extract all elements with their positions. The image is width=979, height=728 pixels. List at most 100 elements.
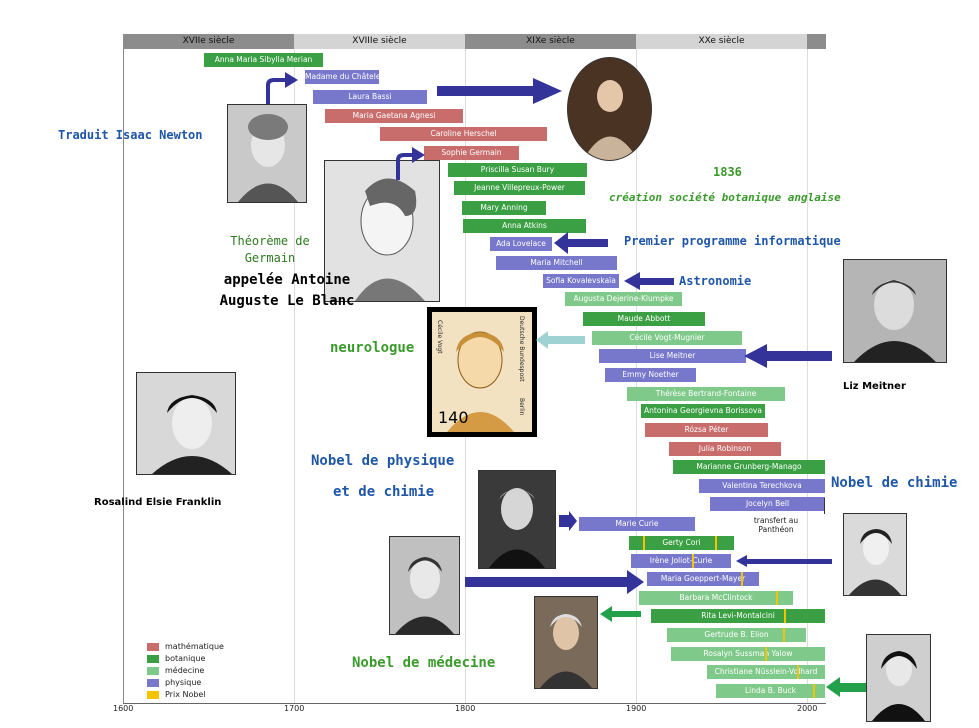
bar-merian: Anna Maria Sibylla Merian	[204, 53, 323, 67]
tick-2000: 2000	[797, 704, 818, 713]
bar-atkins: Anna Atkins	[463, 219, 586, 233]
legend-swatch-botanique	[147, 654, 159, 663]
nobel-marker-cori	[715, 536, 717, 550]
arrow-curie-head	[569, 511, 577, 531]
note-appelee-leblanc: appelée Antoine Auguste Le Blanc	[219, 272, 355, 309]
stamp-name: Cécile Vogt	[436, 320, 443, 354]
note-astronomie: Astronomie	[679, 274, 752, 288]
stamp-value: 140	[438, 408, 469, 427]
arrow-buck-head	[826, 677, 840, 697]
nobel-marker-goeppert	[741, 572, 743, 586]
nobel-marker-levi	[784, 609, 786, 623]
arrow-joliot-shaft	[746, 559, 832, 564]
bar-bertrand: Thérèse Bertrand-Fontaine	[627, 387, 785, 401]
bar-villepreux: Jeanne Villepreux-Power	[454, 181, 585, 195]
bar-bury: Priscilla Susan Bury	[448, 163, 587, 177]
note-liz-meitner: Liz Meitner	[843, 381, 906, 392]
portrait-rosalind-franklin	[136, 372, 236, 475]
legend-swatch-mathematique	[147, 642, 159, 651]
nobel-marker-nusslein	[797, 665, 799, 679]
note-rosalind-franklin: Rosalind Elsie Franklin	[94, 497, 222, 508]
note-nobel-physique: Nobel de physique	[311, 453, 455, 469]
bar-lovelace: Ada Lovelace	[490, 237, 552, 251]
portrait-germain	[324, 160, 440, 302]
bar-herschel: Caroline Herschel	[380, 127, 547, 141]
bar-terechkova: Valentina Terechkova	[699, 479, 825, 493]
bar-meitner: Lise Meitner	[599, 349, 746, 363]
century-20: XXe siècle	[636, 34, 807, 49]
portrait-marie-curie	[478, 470, 556, 569]
arrow-kovalevskaia-head	[624, 272, 640, 290]
guide-2000	[807, 49, 808, 704]
bar-nusslein: Christiane Nüsslein-Volhard	[707, 665, 825, 679]
tick-1800: 1800	[455, 704, 476, 713]
nobel-marker-elion	[783, 628, 785, 642]
bar-yalow: Rosalyn Sussman Yalow	[671, 647, 825, 661]
arrow-goeppert-shaft	[465, 577, 629, 587]
note-nobel-chimie: Nobel de chimie	[831, 475, 958, 491]
bar-agnesi: Maria Gaetana Agnesi	[325, 109, 463, 123]
bar-peter: Rózsa Péter	[645, 423, 768, 437]
nobel-marker-buck	[813, 684, 815, 698]
bar-noether: Emmy Noether	[605, 368, 696, 382]
century-17: XVIIe siècle	[123, 34, 294, 49]
arrow-to-oval-shaft	[437, 86, 533, 96]
bar-chatelet: Madame du Châtelet	[305, 70, 379, 84]
legend-label-mathematique: mathématique	[165, 642, 224, 651]
tick-1700: 1700	[284, 704, 305, 713]
bar-bell: Jocelyn Bell	[710, 497, 825, 511]
nobel-marker-mcclintock	[776, 591, 778, 605]
bar-anning: Mary Anning	[462, 201, 546, 215]
bar-mcclintock: Barbara McClintock	[639, 591, 793, 605]
legend-swatch-medecine	[147, 666, 159, 675]
bar-vogt: Cécile Vogt-Mugnier	[592, 331, 742, 345]
legend-swatch-physique	[147, 678, 159, 687]
transfert-label: transfert au Panthéon	[753, 516, 799, 534]
legend-swatch-prix-nobel	[147, 690, 159, 699]
portrait-chatelet	[227, 104, 307, 203]
century-end-block	[807, 34, 826, 49]
arrow-buck-shaft	[838, 683, 866, 692]
note-creation-societe: création société botanique anglaise	[609, 191, 841, 204]
bar-germain: Sophie Germain	[424, 146, 519, 160]
bar-elion: Gertrude B. Elion	[667, 628, 806, 642]
nobel-marker-joliot	[692, 554, 694, 568]
guide-1700	[294, 49, 295, 704]
portrait-levi-montalcini	[534, 596, 598, 689]
bar-grunberg: Marianne Grunberg-Manago	[673, 460, 825, 474]
note-premier-programme: Premier programme informatique	[624, 234, 841, 248]
portrait-oval-19th	[567, 57, 652, 161]
timeline-left-axis	[123, 34, 124, 704]
note-nobel-medecine: Nobel de médecine	[352, 655, 496, 671]
arrow-curie-shaft	[559, 515, 569, 527]
legend-label-physique: physique	[165, 678, 202, 687]
stamp-country: Deutsche Bundespost	[518, 316, 525, 382]
arrow-vogt-shaft	[547, 336, 585, 344]
bar-dejerine: Augusta Dejerine-Klumpke	[565, 292, 682, 306]
nobel-marker-curie-1	[643, 536, 645, 550]
legend-label-prix-nobel: Prix Nobel	[165, 690, 206, 699]
bar-curie: Marie Curie	[579, 517, 695, 531]
portrait-liz-meitner	[843, 259, 947, 363]
note-1836: 1836	[713, 165, 742, 179]
legend-label-medecine: médecine	[165, 666, 205, 675]
bar-mitchell: Maria Mitchell	[496, 256, 617, 270]
arrow-levi-head	[600, 606, 612, 622]
arrow-joliot-head	[736, 555, 747, 567]
tick-1600: 1600	[113, 704, 134, 713]
stamp-cecile-vogt: 140 Cécile Vogt Deutsche Bundespost Berl…	[427, 307, 537, 437]
legend-physique: physique	[147, 678, 201, 688]
portrait-linda-buck	[866, 634, 931, 722]
portrait-goeppert-mayer	[389, 536, 460, 635]
arrow-lovelace-shaft	[566, 239, 608, 247]
transfert-tick	[824, 498, 825, 514]
arrow-lovelace-head	[554, 232, 568, 254]
stamp-portrait	[447, 331, 514, 432]
bar-kovalevskaia: Sofia Kovalevskaïa	[543, 274, 619, 288]
arrow-curved-chatelet	[266, 78, 285, 104]
bar-abbott: Maude Abbott	[583, 312, 705, 326]
century-19: XIXe siècle	[465, 34, 636, 49]
legend-prix-nobel: Prix Nobel	[147, 690, 206, 700]
note-theoreme-germain: Théorème de Germain	[230, 234, 310, 265]
arrowhead-chatelet	[285, 72, 298, 88]
